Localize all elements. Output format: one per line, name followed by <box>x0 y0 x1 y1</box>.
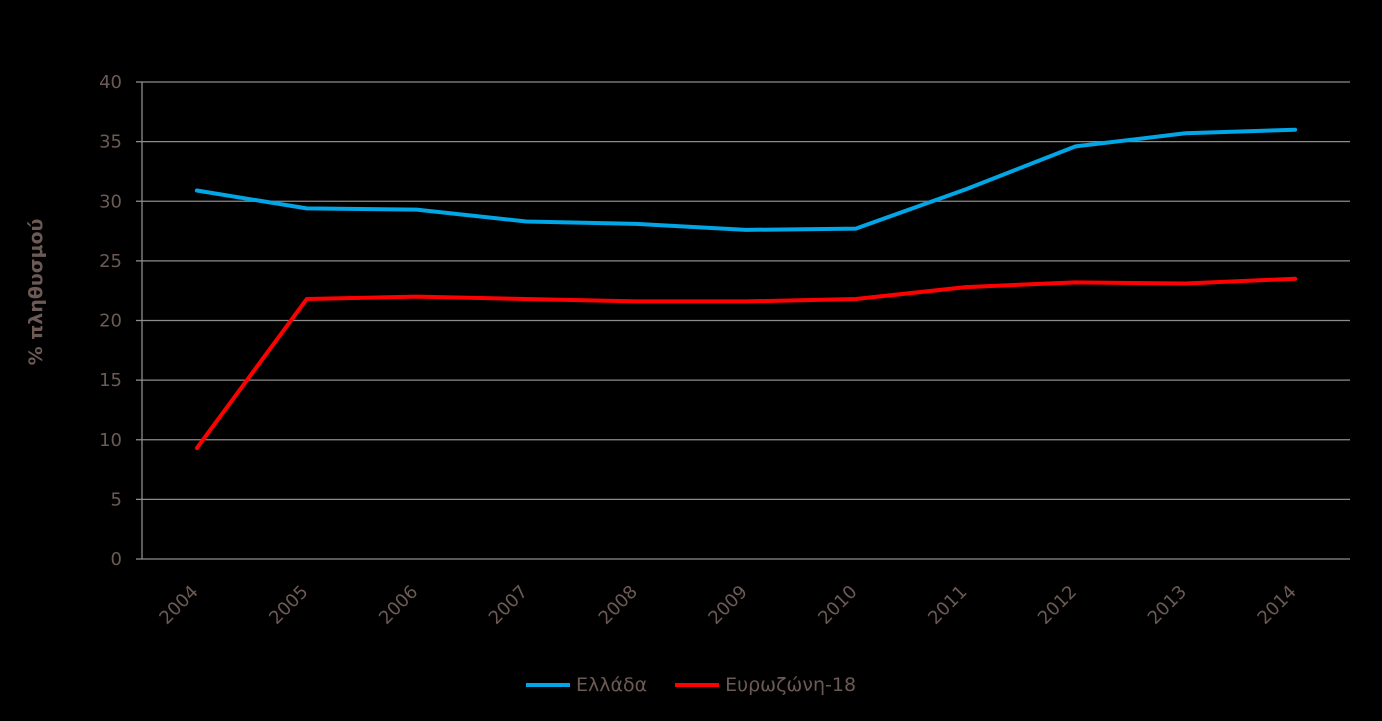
y-tick-label: 5 <box>111 489 122 510</box>
x-tick-label: 2006 <box>375 581 422 628</box>
legend: Ελλάδα Ευρωζώνη-18 <box>0 674 1382 696</box>
x-tick-label: 2013 <box>1144 581 1191 628</box>
legend-item-eurozone: Ευρωζώνη-18 <box>675 674 856 696</box>
series-line-1 <box>194 276 1298 451</box>
y-tick-label: 10 <box>99 430 122 451</box>
legend-swatch-eurozone <box>675 683 720 687</box>
y-tick-label: 15 <box>99 370 122 391</box>
y-tick-label: 25 <box>99 251 122 272</box>
legend-label-greece: Ελλάδα <box>575 674 648 696</box>
y-tick-label: 20 <box>99 311 122 332</box>
x-tick-label: 2008 <box>595 581 642 628</box>
y-tick-labels: 0 5 10 15 20 25 30 35 40 <box>99 72 122 570</box>
y-tick-label: 40 <box>99 72 122 93</box>
legend-item-greece: Ελλάδα <box>525 674 648 696</box>
y-tick-label: 30 <box>99 191 122 212</box>
series-line-0 <box>194 127 1298 232</box>
x-tick-label: 2007 <box>485 581 532 628</box>
x-tick-label: 2012 <box>1034 581 1081 628</box>
legend-label-eurozone: Ευρωζώνη-18 <box>725 674 857 696</box>
x-tick-label: 2005 <box>265 581 312 628</box>
x-tick-label: 2004 <box>155 581 202 628</box>
x-tick-label: 2009 <box>704 581 751 628</box>
y-axis-label: % πληθυσμού <box>25 219 47 366</box>
legend-swatch-greece <box>525 683 570 687</box>
gridlines <box>142 81 1350 501</box>
y-tick-label: 0 <box>111 549 122 570</box>
x-tick-label: 2011 <box>924 581 971 628</box>
axes <box>136 81 1350 560</box>
series-lines <box>194 127 1298 451</box>
x-tick-label: 2014 <box>1254 581 1301 628</box>
x-tick-label: 2010 <box>814 581 861 628</box>
y-tick-label: 35 <box>99 132 122 153</box>
x-tick-labels: 2004 2005 2006 2007 2008 2009 2010 2011 2012 2013… <box>155 581 1300 628</box>
